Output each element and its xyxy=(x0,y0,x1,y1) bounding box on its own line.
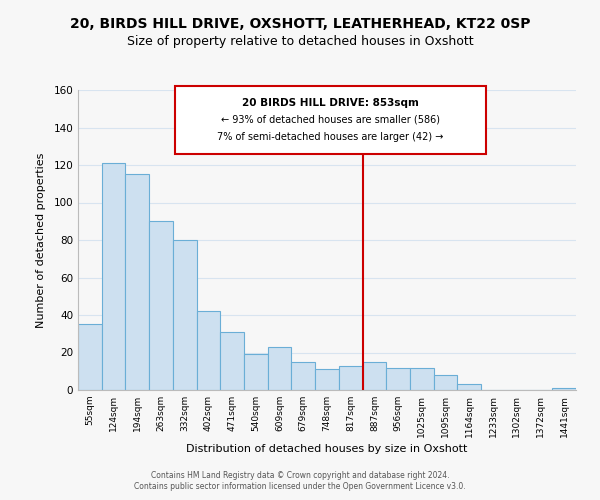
Bar xyxy=(197,311,220,390)
Y-axis label: Number of detached properties: Number of detached properties xyxy=(37,152,46,328)
Text: Contains public sector information licensed under the Open Government Licence v3: Contains public sector information licen… xyxy=(134,482,466,491)
Bar xyxy=(339,366,362,390)
Bar xyxy=(292,362,315,390)
Bar xyxy=(220,332,244,390)
Bar xyxy=(362,362,386,390)
Bar xyxy=(410,368,434,390)
Bar xyxy=(244,354,268,390)
Bar xyxy=(268,347,292,390)
Bar xyxy=(149,221,173,390)
Bar xyxy=(552,388,576,390)
Bar xyxy=(78,324,102,390)
Bar xyxy=(315,370,339,390)
Bar xyxy=(434,375,457,390)
Bar xyxy=(457,384,481,390)
Bar xyxy=(102,163,125,390)
Text: 7% of semi-detached houses are larger (42) →: 7% of semi-detached houses are larger (4… xyxy=(217,132,444,142)
Bar xyxy=(386,368,410,390)
Text: 20, BIRDS HILL DRIVE, OXSHOTT, LEATHERHEAD, KT22 0SP: 20, BIRDS HILL DRIVE, OXSHOTT, LEATHERHE… xyxy=(70,18,530,32)
Text: Contains HM Land Registry data © Crown copyright and database right 2024.: Contains HM Land Registry data © Crown c… xyxy=(151,471,449,480)
Bar xyxy=(125,174,149,390)
Text: 20 BIRDS HILL DRIVE: 853sqm: 20 BIRDS HILL DRIVE: 853sqm xyxy=(242,98,419,108)
Text: ← 93% of detached houses are smaller (586): ← 93% of detached houses are smaller (58… xyxy=(221,115,440,125)
Bar xyxy=(173,240,197,390)
X-axis label: Distribution of detached houses by size in Oxshott: Distribution of detached houses by size … xyxy=(187,444,467,454)
FancyBboxPatch shape xyxy=(175,86,486,154)
Text: Size of property relative to detached houses in Oxshott: Size of property relative to detached ho… xyxy=(127,35,473,48)
